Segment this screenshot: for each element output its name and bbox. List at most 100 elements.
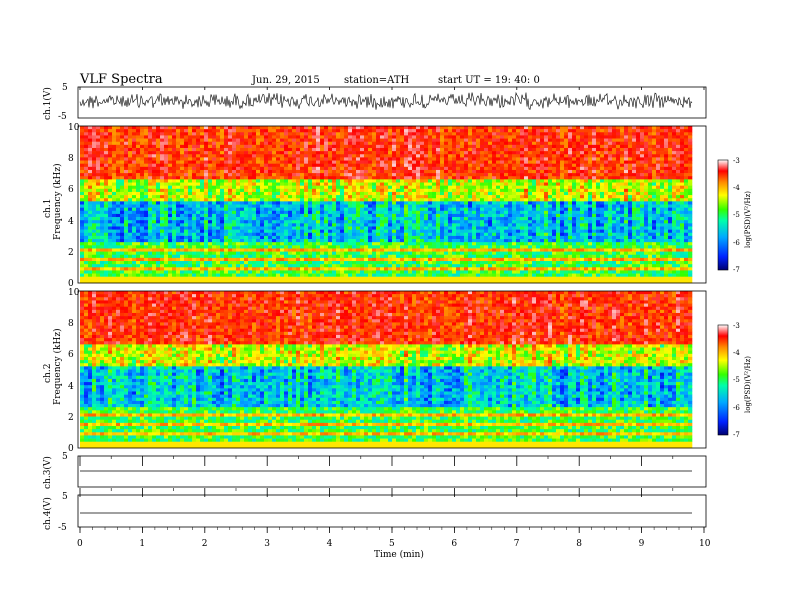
spectrogram-cell <box>488 189 492 192</box>
spectrogram-cell <box>312 217 316 220</box>
spectrogram-cell <box>136 183 140 186</box>
spectrogram-cell <box>452 161 456 164</box>
spectrogram-cell <box>416 154 420 157</box>
spectrogram-cell <box>308 145 312 148</box>
spectrogram-cell <box>632 205 636 208</box>
spectrogram-cell <box>224 142 228 145</box>
spectrogram-cell <box>236 164 240 167</box>
spectrogram-cell <box>664 220 668 223</box>
spectrogram-cell <box>592 129 596 132</box>
spectrogram-cell <box>556 135 560 138</box>
spectrogram-cell <box>196 132 200 135</box>
spectrogram-cell <box>660 142 664 145</box>
spectrogram-cell <box>460 208 464 211</box>
spectrogram-cell <box>208 179 212 182</box>
spectrogram-cell <box>200 220 204 223</box>
spectrogram-cell <box>172 183 176 186</box>
spectrogram-cell <box>504 223 508 226</box>
spectrogram-cell <box>236 211 240 214</box>
spectrogram-cell <box>576 145 580 148</box>
spectrogram-cell <box>388 195 392 198</box>
spectrogram-cell <box>432 205 436 208</box>
spectrogram-cell <box>328 148 332 151</box>
spectrogram-cell <box>624 151 628 154</box>
spectrogram-cell <box>192 214 196 217</box>
spectrogram-cell <box>388 135 392 138</box>
spectrogram-cell <box>124 157 128 160</box>
spectrogram-cell <box>132 139 136 142</box>
spectrogram-cell <box>668 126 672 129</box>
spectrogram-cell <box>232 129 236 132</box>
spectrogram-cell <box>304 217 308 220</box>
spectrogram-cell <box>580 179 584 182</box>
spectrogram-cell <box>472 201 476 204</box>
spectrogram-cell <box>644 217 648 220</box>
spectrogram-cell <box>580 176 584 179</box>
spectrogram-cell <box>452 214 456 217</box>
spectrogram-cell <box>360 173 364 176</box>
spectrogram-cell <box>276 183 280 186</box>
spectrogram-cell <box>484 154 488 157</box>
spectrogram-cell <box>264 217 268 220</box>
spectrogram-cell <box>232 151 236 154</box>
spectrogram-cell <box>344 132 348 135</box>
spectrogram-cell <box>216 135 220 138</box>
spectrogram-cell <box>376 154 380 157</box>
spectrogram-cell <box>336 217 340 220</box>
spectrogram-cell <box>172 192 176 195</box>
spectrogram-cell <box>560 148 564 151</box>
spectrogram-cell <box>84 170 88 173</box>
spectrogram-cell <box>224 154 228 157</box>
spectrogram-cell <box>288 142 292 145</box>
spectrogram-cell <box>308 201 312 204</box>
spectrogram-cell <box>208 217 212 220</box>
spectrogram-cell <box>492 201 496 204</box>
spectrogram-cell <box>300 142 304 145</box>
spectrogram-cell <box>340 223 344 226</box>
spectrogram-cell <box>168 173 172 176</box>
spectrogram-cell <box>408 126 412 129</box>
spectrogram-cell <box>300 183 304 186</box>
spectrogram-cell <box>168 164 172 167</box>
spectrogram-cell <box>640 189 644 192</box>
spectrogram-cell <box>280 126 284 129</box>
spectrogram-cell <box>432 139 436 142</box>
spectrogram-cell <box>600 145 604 148</box>
spectrogram-cell <box>116 208 120 211</box>
spectrogram-cell <box>96 142 100 145</box>
spectrogram-cell <box>420 142 424 145</box>
spectrogram-cell <box>640 157 644 160</box>
spectrogram-cell <box>144 135 148 138</box>
spectrogram-cell <box>280 135 284 138</box>
spectrogram-cell <box>516 173 520 176</box>
spectrogram-cell <box>528 201 532 204</box>
spectrogram-cell <box>120 220 124 223</box>
spectrogram-cell <box>236 198 240 201</box>
spectrogram-cell <box>380 179 384 182</box>
spectrogram-cell <box>252 167 256 170</box>
spectrogram-cell <box>392 132 396 135</box>
spectrogram-cell <box>612 223 616 226</box>
spectrogram-cell <box>436 226 440 229</box>
spectrogram-cell <box>80 217 84 220</box>
spectrogram-cell <box>320 201 324 204</box>
spectrogram-cell <box>372 132 376 135</box>
spectrogram-cell <box>108 157 112 160</box>
spectrogram-cell <box>108 183 112 186</box>
spectrogram-cell <box>320 164 324 167</box>
spectrogram-cell <box>656 142 660 145</box>
spectrogram-cell <box>408 217 412 220</box>
spectrogram-cell <box>436 151 440 154</box>
spectrogram-cell <box>428 179 432 182</box>
spectrogram-cell <box>592 151 596 154</box>
spectrogram-cell <box>528 192 532 195</box>
spectrogram-cell <box>448 164 452 167</box>
spectrogram-cell <box>488 135 492 138</box>
spectrogram-cell <box>180 142 184 145</box>
spectrogram-cell <box>476 186 480 189</box>
spectrogram-cell <box>168 176 172 179</box>
spectrogram-cell <box>248 211 252 214</box>
spectrogram-cell <box>372 142 376 145</box>
spectrogram-cell <box>268 183 272 186</box>
spectrogram-cell <box>680 223 684 226</box>
